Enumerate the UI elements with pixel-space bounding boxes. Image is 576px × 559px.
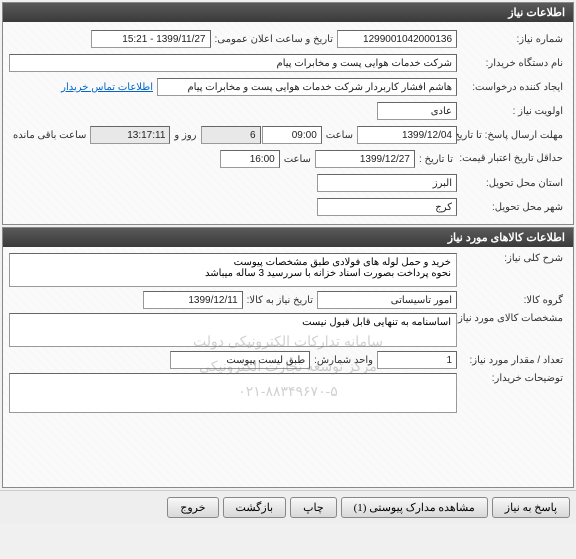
days-label: روز و [170,130,200,141]
need-info-panel: اطلاعات نیاز شماره نیاز: 129900104200013… [2,2,574,225]
deadline-time-field: 09:00 [262,126,322,144]
unit-label: واحد شمارش: [310,355,377,366]
main-desc-label: شرح کلی نیاز: [457,253,567,264]
print-button[interactable]: چاپ [290,497,337,518]
contact-link[interactable]: اطلاعات تماس خریدار [57,82,157,93]
panel2-body: سامانه تدارکات الکترونیکی دولت مرکز توسع… [3,247,573,487]
time-label-2: ساعت [280,154,315,165]
need-date-label: تاریخ نیاز به کالا: [243,295,317,306]
need-date-field: 1399/12/11 [143,291,243,309]
qty-field: 1 [377,351,457,369]
hours-remain-field: 13:17:11 [90,126,170,144]
spec-field: اساسنامه به تنهایی قابل قبول نیست [9,313,457,347]
province-field: البرز [317,174,457,192]
main-desc-field: خرید و حمل لوله های فولادی طبق مشخصات پی… [9,253,457,287]
spec-label: مشخصات کالای مورد نیاز: [457,313,567,324]
creator-field: هاشم افشار کاربردار شرکت خدمات هوایی پست… [157,78,457,96]
back-button[interactable]: بازگشت [223,497,287,518]
priority-field: عادی [377,102,457,120]
credit-date-field: 1399/12/27 [315,150,415,168]
need-number-label: شماره نیاز: [457,34,567,45]
city-field: کرج [317,198,457,216]
qty-label: تعداد / مقدار مورد نیاز: [457,355,567,366]
panel1-body: شماره نیاز: 1299001042000136 تاریخ و ساع… [3,22,573,224]
respond-button[interactable]: پاسخ به نیاز [492,497,570,518]
credit-label: حداقل تاریخ اعتبار قیمت: [457,153,567,165]
attachments-button[interactable]: مشاهده مدارک پیوستی (1) [341,497,488,518]
days-remain-field: 6 [201,126,261,144]
panel2-header: اطلاعات کالاهای مورد نیاز [3,228,573,247]
announce-label: تاریخ و ساعت اعلان عمومی: [211,34,338,45]
province-label: استان محل تحویل: [457,178,567,189]
creator-label: ایجاد کننده درخواست: [457,82,567,93]
deadline-date-field: 1399/12/04 [357,126,457,144]
buyer-notes-field [9,373,457,413]
credit-time-field: 16:00 [220,150,280,168]
announce-field: 1399/11/27 - 15:21 [91,30,211,48]
button-bar: پاسخ به نیاز مشاهده مدارک پیوستی (1) چاپ… [0,490,576,524]
goods-info-panel: اطلاعات کالاهای مورد نیاز سامانه تدارکات… [2,227,574,488]
group-label: گروه کالا: [457,295,567,306]
time-label-1: ساعت [322,130,357,141]
buyer-notes-label: توضیحات خریدار: [457,373,567,384]
need-number-field: 1299001042000136 [337,30,457,48]
deadline-label: مهلت ارسال پاسخ: تا تاریخ : [457,130,567,141]
city-label: شهر محل تحویل: [457,202,567,213]
credit-label2: تا تاریخ : [415,154,457,165]
buyer-org-field: شرکت خدمات هوایی پست و مخابرات پیام [9,54,457,72]
priority-label: اولویت نیاز : [457,106,567,117]
panel1-header: اطلاعات نیاز [3,3,573,22]
buyer-org-label: نام دستگاه خریدار: [457,58,567,69]
group-field: امور تاسیساتی [317,291,457,309]
exit-button[interactable]: خروج [167,497,218,518]
unit-field: طبق لیست پیوست [170,351,310,369]
hours-label: ساعت باقی مانده [9,130,90,141]
